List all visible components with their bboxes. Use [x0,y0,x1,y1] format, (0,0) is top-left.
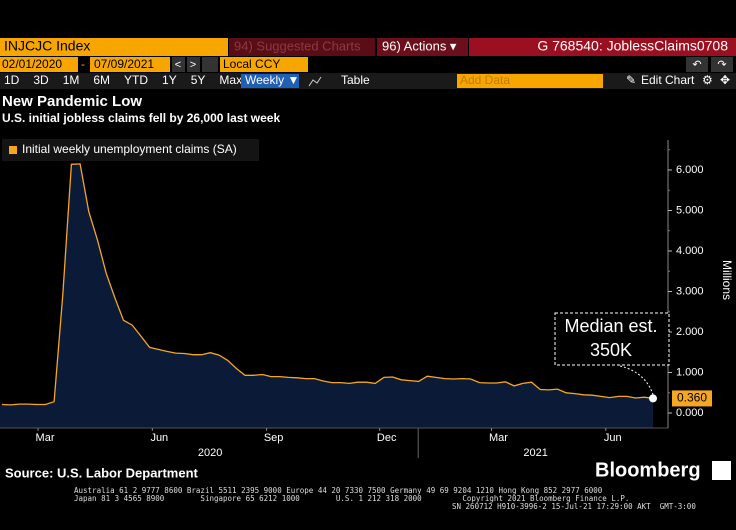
x-tick-label: Mar [36,432,55,444]
annotation-leader [619,365,654,395]
chart-title: New Pandemic Low [2,93,142,110]
x-tick-label: Jun [604,432,622,444]
date-dash: - [81,57,85,71]
period-buttons: 1D 3D 1M 6M YTD 1Y 5Y Max [4,73,242,87]
x-tick-label: Dec [377,432,397,444]
period-button[interactable]: 5Y [191,73,206,87]
settings-icon[interactable]: ⚙ [702,73,713,87]
area-fill [0,163,653,428]
suggested-button[interactable] [229,38,375,56]
y-tick-label: 3.000 [676,285,704,297]
period-button[interactable]: 1Y [162,73,177,87]
next-arrow: > [190,59,196,71]
y-tick-label: 2.000 [676,326,704,338]
plot: 0.000 1.000 2.000 3.000 4.000 5.000 6.000 Milli… [0,130,734,459]
next-button[interactable] [187,57,200,72]
annotation-box [554,312,670,366]
expand-icon[interactable]: ✥ [720,73,730,87]
redo-icon: ↷ [717,59,726,71]
period-button[interactable]: Max [219,73,242,87]
legend-label: Initial weekly unemployment claims (SA) [22,142,237,156]
currency: Local CCY [223,57,280,71]
end-date: 07/09/2021 [94,57,154,71]
frequency: Weekly ▼ [245,73,299,87]
last-point [649,394,657,403]
period-button[interactable]: 6M [93,73,110,87]
series-line [1,163,654,406]
start-date: 02/01/2020 [2,57,62,71]
y-axis-label: Millions [720,260,734,300]
actions: 96) Actions ▾ [382,38,457,53]
y-tick-label: 1.000 [676,366,704,378]
y-tick-label: 0.000 [676,407,704,419]
edit-icon: ✎ [626,73,636,87]
ticker: INJCJC Index [4,38,90,54]
undo-button[interactable] [686,57,708,72]
year-label: 2021 [523,447,547,459]
x-tick-label: Mar [489,432,508,444]
frequency-button[interactable] [241,74,299,88]
annotation-text: Median est. [564,316,657,336]
edit-chart[interactable]: Edit Chart [641,73,695,87]
x-tick-label: Jun [150,432,168,444]
brand: Bloomberg [595,459,701,481]
y-tick-label: 5.000 [676,204,704,216]
start-date-field[interactable] [0,57,78,72]
last-value-box [672,390,712,407]
add-data: Add Data [460,73,510,87]
footer-line: Japan 81 3 4565 8900 Singapore 65 6212 1… [74,494,629,503]
undo-icon: ↶ [692,59,701,71]
year-label: 2020 [198,447,222,459]
last-value-label: 0.360 [677,391,707,405]
legend-swatch [9,146,17,154]
line-icon[interactable] [308,76,322,87]
actions-button[interactable] [377,38,468,56]
prev-arrow: < [175,59,181,71]
redo-button[interactable] [711,57,733,72]
source: Source: U.S. Labor Department [5,465,199,480]
footer-line: SN 260712 H910-3996-2 15-Jul-21 17:29:00… [452,502,696,511]
footer: Australia 61 2 9777 8600 Brazil 5511 239… [74,486,696,511]
chart-id-bar [469,38,736,56]
add-data-field[interactable] [457,74,603,88]
y-tick-label: 6.000 [676,164,704,176]
end-date-field[interactable] [90,57,170,72]
annotation-text: 350K [590,340,632,360]
legend-box [2,139,259,161]
footer-line: Australia 61 2 9777 8600 Brazil 5511 239… [74,486,603,495]
table-button[interactable]: Table [341,73,370,87]
y-tick-label: 4.000 [676,245,704,257]
prev-button[interactable] [172,57,185,72]
chart-subtitle: U.S. initial jobless claims fell by 26,0… [2,111,280,125]
brand-icon [712,461,731,480]
ticker-field[interactable] [0,38,228,56]
period-button[interactable]: 1D [4,73,20,87]
currency-field[interactable] [220,57,308,72]
chart-id: G 768540: JoblessClaims0708 [537,38,728,54]
suggested: 94) Suggested Charts [234,38,361,53]
period-button[interactable]: 3D [33,73,49,87]
calendar-button[interactable] [202,57,218,72]
period-button[interactable]: 1M [63,73,80,87]
x-tick-label: Sep [264,432,284,444]
period-button[interactable]: YTD [124,73,148,87]
